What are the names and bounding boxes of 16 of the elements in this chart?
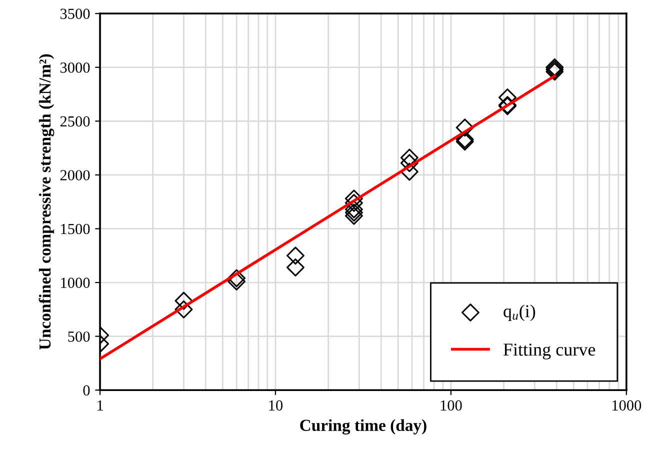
x-tick-label: 1000 [612,400,642,411]
legend-label: Fitting curve [503,344,596,360]
y-tick-label: 3500 [60,8,90,19]
x-tick-label: 10 [269,400,283,411]
legend-label: q$_{u}$(i) [504,304,536,321]
y-tick-label: 3000 [60,62,90,73]
x-tick-label: 1 [98,400,103,410]
y-tick-label: 1500 [61,224,90,234]
y-tick-label: 0 [83,385,90,396]
y-tick-label: 1000 [61,278,90,288]
x-tick-label: 100 [440,400,462,411]
y-tick-label: 2500 [60,116,90,127]
y-axis-title: Unconfined compressive strength (kN/m²) [38,54,54,350]
x-axis-title: Curing time (day) [300,419,426,434]
y-tick-label: 2000 [60,170,90,180]
y-tick-label: 500 [68,331,90,342]
